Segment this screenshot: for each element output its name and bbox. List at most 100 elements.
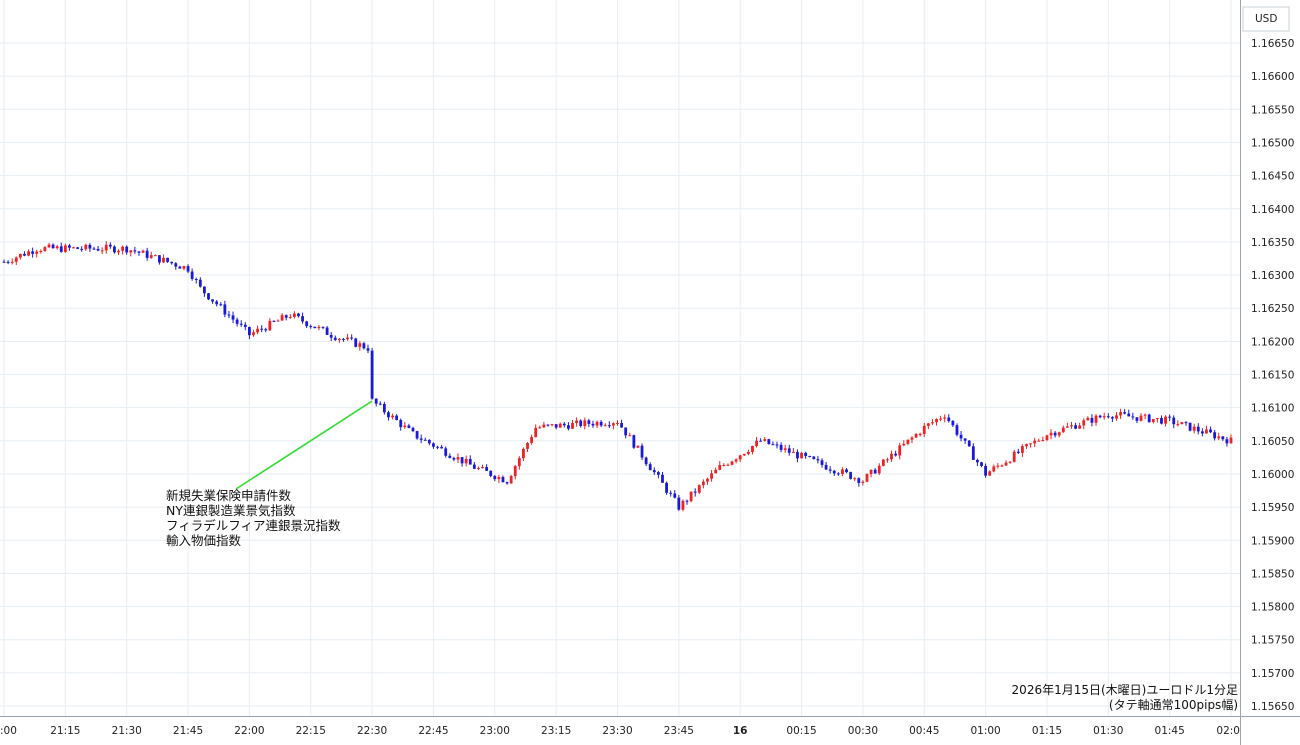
candle-body <box>51 244 55 249</box>
candle-body <box>1213 432 1217 439</box>
candle-body <box>992 466 996 472</box>
candle-body <box>211 299 214 302</box>
candle-body <box>419 438 423 440</box>
x-tick-label: 22:45 <box>418 725 448 737</box>
candle-body <box>603 425 607 427</box>
candle-body <box>1025 444 1028 447</box>
candle-body <box>2 261 6 263</box>
candle-body <box>1016 451 1020 453</box>
candle-body <box>43 247 47 252</box>
candle-body <box>1086 417 1090 421</box>
candle-body <box>881 459 885 466</box>
candle-body <box>96 248 100 251</box>
candle-body <box>39 251 43 253</box>
candle-body <box>591 423 595 426</box>
x-tick-label: 00:15 <box>786 725 816 737</box>
candle-body <box>276 320 280 322</box>
y-tick-label: 1.16300 <box>1251 270 1294 282</box>
candle-body <box>706 478 709 482</box>
candle-body <box>186 266 190 272</box>
candle-body <box>746 451 750 454</box>
candle-body <box>104 244 108 251</box>
candle-body <box>947 417 951 422</box>
candle-body <box>579 420 583 427</box>
candle-body <box>6 261 10 263</box>
y-tick-label: 1.15800 <box>1251 602 1294 614</box>
candle-body <box>1209 429 1212 433</box>
candle-body <box>252 332 255 336</box>
candle-body <box>27 251 30 256</box>
x-tick-label: :00 <box>0 725 17 737</box>
y-tick-label: 1.16500 <box>1251 137 1294 149</box>
x-tick-label: 23:45 <box>664 725 694 737</box>
candle-body <box>256 328 259 333</box>
candle-body <box>771 444 775 446</box>
x-tick-label: 21:45 <box>173 725 203 737</box>
candle-body <box>1151 419 1155 423</box>
candle-body <box>1106 416 1110 418</box>
candle-body <box>423 439 427 441</box>
candle-body <box>1115 415 1118 419</box>
candle-body <box>898 445 902 456</box>
candle-body <box>1049 432 1053 436</box>
candle-body <box>133 250 137 252</box>
candle-body <box>562 423 566 426</box>
candle-body <box>333 337 337 340</box>
y-tick-label: 1.16350 <box>1251 237 1294 249</box>
candle-body <box>824 464 828 470</box>
y-tick-label: 1.16450 <box>1251 171 1294 183</box>
candle-body <box>1119 412 1122 416</box>
candle-body <box>1070 425 1073 427</box>
annotation-line-4: 輸入物価指数 <box>166 533 242 548</box>
caption-line-1: 2026年1月15日(木曜日)ユーロドル1分足 <box>1012 683 1238 697</box>
candle-body <box>587 420 591 424</box>
candle-body <box>787 448 791 453</box>
candle-body <box>1168 416 1172 418</box>
candle-body <box>387 412 390 418</box>
candle-body <box>816 459 820 461</box>
candle-body <box>628 435 632 437</box>
candle-body <box>313 326 317 329</box>
annotation-line-2: NY連銀製造業景気指数 <box>166 503 296 518</box>
candle-body <box>485 467 489 471</box>
candle-body <box>873 469 877 474</box>
candle-body <box>493 475 497 480</box>
candle-body <box>926 423 930 426</box>
candle-body <box>88 244 92 249</box>
candle-body <box>677 497 681 510</box>
candle-body <box>68 245 71 248</box>
candle-body <box>427 439 431 444</box>
candle-body <box>775 444 779 446</box>
candle-body <box>808 456 812 458</box>
candle-body <box>460 457 464 464</box>
candle-body <box>55 246 59 249</box>
candle-body <box>751 446 754 452</box>
candle-body <box>350 337 354 339</box>
candle-body <box>607 425 611 427</box>
candle-body <box>832 470 836 474</box>
candle-body <box>714 469 718 474</box>
candle-body <box>554 424 558 428</box>
candle-body <box>309 326 313 328</box>
candle-body <box>1012 451 1016 462</box>
candle-body <box>722 464 726 466</box>
candle-body <box>1225 439 1229 444</box>
y-tick-label: 1.15900 <box>1251 535 1294 547</box>
candle-body <box>693 491 697 493</box>
candle-body <box>726 464 730 466</box>
candle-body <box>1200 431 1204 434</box>
x-tick-label: 22:15 <box>296 725 326 737</box>
candle-body <box>894 453 898 456</box>
candle-body <box>718 465 722 470</box>
y-tick-label: 1.16600 <box>1251 71 1294 83</box>
y-tick-label: 1.16250 <box>1251 303 1294 315</box>
candle-body <box>1188 422 1192 431</box>
candle-body <box>448 455 452 459</box>
candle-body <box>477 467 480 469</box>
candle-body <box>902 443 906 446</box>
candle-body <box>382 403 386 413</box>
candle-body <box>374 398 378 404</box>
candle-body <box>239 323 243 325</box>
candle-body <box>452 458 456 460</box>
candle-body <box>194 278 198 280</box>
